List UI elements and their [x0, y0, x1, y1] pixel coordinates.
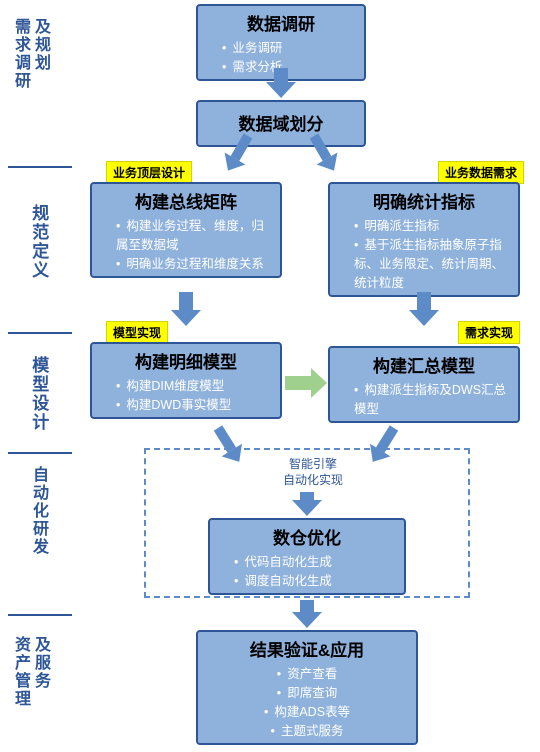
- box-title: 明确统计指标: [336, 188, 512, 213]
- box-item: 代码自动化生成: [234, 551, 398, 570]
- sidebar: 需求调研 及规划 规范定义 模型设计 自动化研发 资产管理 及服务: [0, 0, 78, 752]
- box-detail-model: 构建明细模型 构建DIM维度模型 构建DWD事实模型: [90, 342, 282, 419]
- box-title: 数据域划分: [204, 110, 358, 135]
- box-item: 明确业务过程和维度关系: [116, 253, 274, 272]
- box-dw-optimize: 数仓优化 代码自动化生成 调度自动化生成: [208, 518, 406, 595]
- tag-data-demand: 业务数据需求: [438, 161, 524, 184]
- box-item: 构建DWD事实模型: [116, 394, 274, 413]
- side-col: 及规划: [30, 18, 50, 72]
- box-title: 构建汇总模型: [336, 352, 512, 377]
- divider: [8, 452, 72, 454]
- side-col: 及服务: [30, 636, 50, 690]
- box-stat-metrics: 明确统计指标 明确派生指标 基于派生指标抽象原子指标、业务限定、统计周期、统计粒…: [328, 182, 520, 297]
- box-title: 结果验证&应用: [204, 636, 410, 661]
- tag-top-design: 业务顶层设计: [106, 161, 192, 184]
- tag-demand-impl: 需求实现: [458, 321, 520, 344]
- box-item: 业务调研: [222, 37, 358, 56]
- box-item: 需求分析: [222, 56, 358, 75]
- side-col: 规范定义: [28, 204, 49, 280]
- side-col: 自动化研发: [28, 466, 48, 556]
- box-summary-model: 构建汇总模型 构建派生指标及DWS汇总模型: [328, 346, 520, 423]
- note-intelligent-engine: 智能引擎 自动化实现: [268, 457, 358, 488]
- divider: [8, 166, 72, 168]
- box-list: 构建派生指标及DWS汇总模型: [336, 379, 512, 417]
- box-item: 构建ADS表等: [204, 701, 410, 720]
- box-list: 构建业务过程、维度，归属至数据域 明确业务过程和维度关系: [98, 215, 274, 272]
- note-line: 自动化实现: [283, 473, 343, 487]
- box-list: 明确派生指标 基于派生指标抽象原子指标、业务限定、统计周期、统计粒度: [336, 215, 512, 291]
- box-title: 构建明细模型: [98, 348, 274, 373]
- box-result-verify: 结果验证&应用 资产查看 即席查询 构建ADS表等 主题式服务: [196, 630, 418, 745]
- box-item: 构建派生指标及DWS汇总模型: [354, 379, 512, 417]
- flow-canvas: 数据调研 业务调研 需求分析 数据域划分 业务顶层设计 业务数据需求 构建总线矩…: [78, 0, 540, 752]
- box-bus-matrix: 构建总线矩阵 构建业务过程、维度，归属至数据域 明确业务过程和维度关系: [90, 182, 282, 278]
- box-item: 主题式服务: [204, 720, 410, 739]
- box-item: 构建DIM维度模型: [116, 375, 274, 394]
- tag-model-impl: 模型实现: [106, 321, 168, 344]
- box-list: 代码自动化生成 调度自动化生成: [216, 551, 398, 589]
- note-line: 智能引擎: [289, 457, 337, 471]
- box-title: 数仓优化: [216, 524, 398, 549]
- divider: [8, 614, 72, 616]
- side-label-2: 规范定义: [28, 204, 49, 280]
- box-item: 基于派生指标抽象原子指标、业务限定、统计周期、统计粒度: [354, 234, 512, 291]
- side-label-3: 模型设计: [28, 356, 49, 432]
- box-item: 构建业务过程、维度，归属至数据域: [116, 215, 274, 253]
- box-list: 构建DIM维度模型 构建DWD事实模型: [98, 375, 274, 413]
- box-item: 调度自动化生成: [234, 570, 398, 589]
- side-label-5: 资产管理 及服务: [10, 636, 50, 708]
- box-domain-split: 数据域划分: [196, 100, 366, 147]
- side-col: 需求调研: [10, 18, 30, 90]
- box-item: 即席查询: [204, 682, 410, 701]
- box-title: 数据调研: [204, 10, 358, 35]
- box-list: 资产查看 即席查询 构建ADS表等 主题式服务: [204, 663, 410, 739]
- side-col: 模型设计: [28, 356, 49, 432]
- box-item: 明确派生指标: [354, 215, 512, 234]
- side-label-4: 自动化研发: [28, 466, 48, 556]
- divider: [8, 332, 72, 334]
- side-col: 资产管理: [10, 636, 30, 708]
- side-label-1: 需求调研 及规划: [10, 18, 50, 90]
- box-title: 构建总线矩阵: [98, 188, 274, 213]
- box-item: 资产查看: [204, 663, 410, 682]
